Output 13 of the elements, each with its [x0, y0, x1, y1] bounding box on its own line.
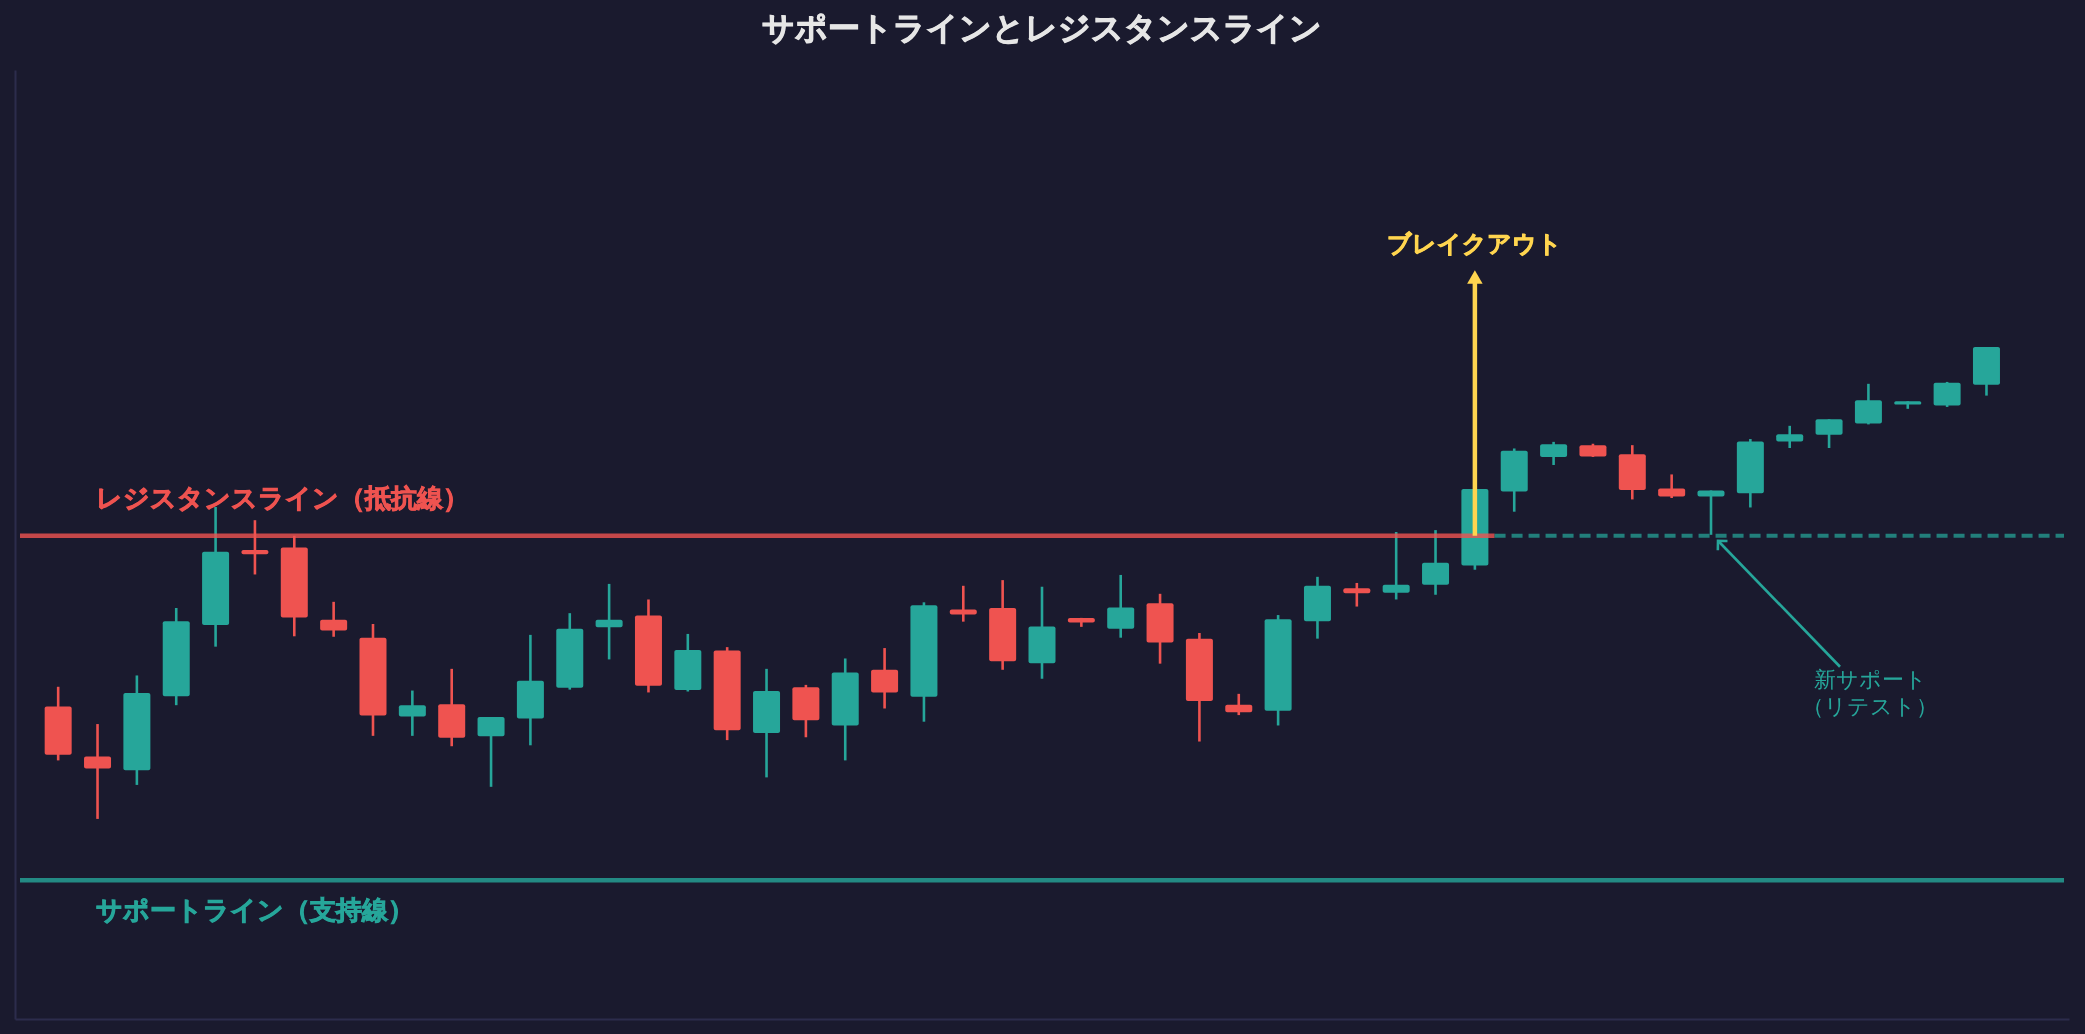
candlestick — [595, 582, 623, 661]
ref-line-label: サポートライン（支持線） — [96, 895, 414, 926]
candlestick — [949, 584, 977, 623]
candlestick — [84, 722, 112, 821]
candlestick — [1382, 530, 1410, 601]
candlestick — [1776, 424, 1804, 450]
candlestick — [1343, 581, 1371, 608]
ref-line-label: レジスタンスライン（抵抗線） — [96, 482, 469, 513]
ref-line-label: 新サポート（リテスト） — [1802, 666, 1938, 719]
candlestick — [1225, 692, 1253, 717]
chart-title: サポートラインとレジスタンスライン — [762, 10, 1322, 46]
candlestick — [320, 600, 348, 639]
text: ブレイクアウト — [1387, 230, 1563, 257]
